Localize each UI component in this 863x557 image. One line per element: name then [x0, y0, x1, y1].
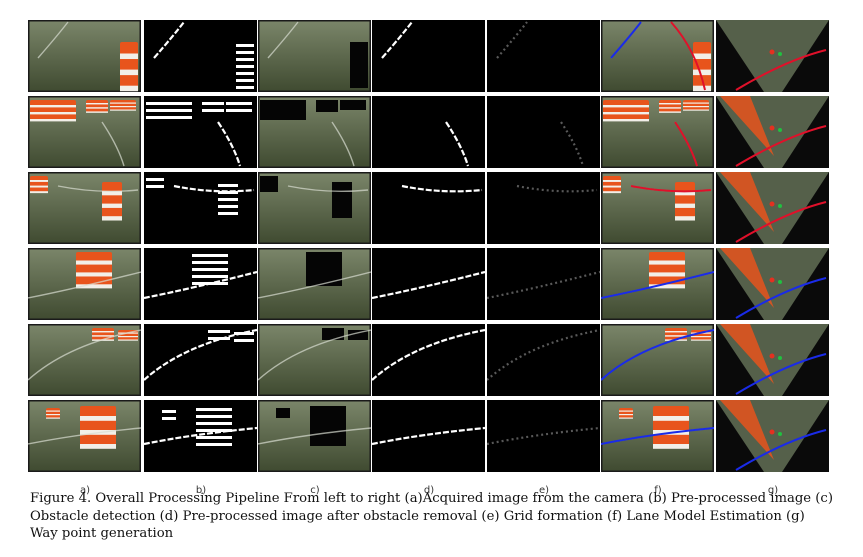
figure-panel — [258, 324, 371, 396]
column-label: e) — [538, 485, 550, 496]
pipeline-figure: a) b) c) d) e) f) g) — [28, 20, 829, 496]
figure-panel — [601, 324, 714, 396]
figure-panel — [716, 172, 829, 244]
figure-panel — [372, 172, 485, 244]
figure-panel — [487, 400, 600, 472]
figure-panel — [28, 96, 141, 168]
figure-panel — [487, 20, 600, 92]
column-label: f) — [654, 485, 662, 496]
figure-panel — [28, 248, 141, 320]
figure-panel — [144, 400, 257, 472]
column-label: c) — [310, 485, 320, 496]
figure-panel — [716, 324, 829, 396]
column-label: d) — [423, 485, 435, 496]
figure-panel — [28, 324, 141, 396]
figure-panel — [28, 400, 141, 472]
figure-panel — [601, 96, 714, 168]
figure-panel — [716, 400, 829, 472]
figure-panel — [487, 96, 600, 168]
figure-panel — [716, 20, 829, 92]
figure-panel — [487, 248, 600, 320]
figure-panel — [487, 324, 600, 396]
figure-panel — [716, 248, 829, 320]
figure-panel — [372, 96, 485, 168]
figure-panel — [258, 172, 371, 244]
figure-panel — [144, 172, 257, 244]
figure-panel — [601, 172, 714, 244]
figure-panel — [258, 400, 371, 472]
figure-panel — [258, 96, 371, 168]
figure-panel — [144, 248, 257, 320]
column-label: a) — [79, 485, 91, 496]
figure-panel — [28, 20, 141, 92]
figure-panel — [601, 248, 714, 320]
column-label: g) — [767, 485, 779, 496]
figure-panel — [716, 96, 829, 168]
figure-panel — [601, 400, 714, 472]
figure-panel — [372, 400, 485, 472]
figure-panel — [144, 20, 257, 92]
column-label: b) — [195, 485, 207, 496]
figure-panel — [372, 20, 485, 92]
figure-panel — [372, 324, 485, 396]
figure-panel — [144, 324, 257, 396]
figure-panel — [487, 172, 600, 244]
figure-panel — [258, 248, 371, 320]
figure-panel — [258, 20, 371, 92]
figure-panel — [28, 172, 141, 244]
figure-panel — [601, 20, 714, 92]
figure-panel — [372, 248, 485, 320]
figure-caption: Figure 4. Overall Processing Pipeline Fr… — [30, 491, 833, 541]
figure-panel — [144, 96, 257, 168]
